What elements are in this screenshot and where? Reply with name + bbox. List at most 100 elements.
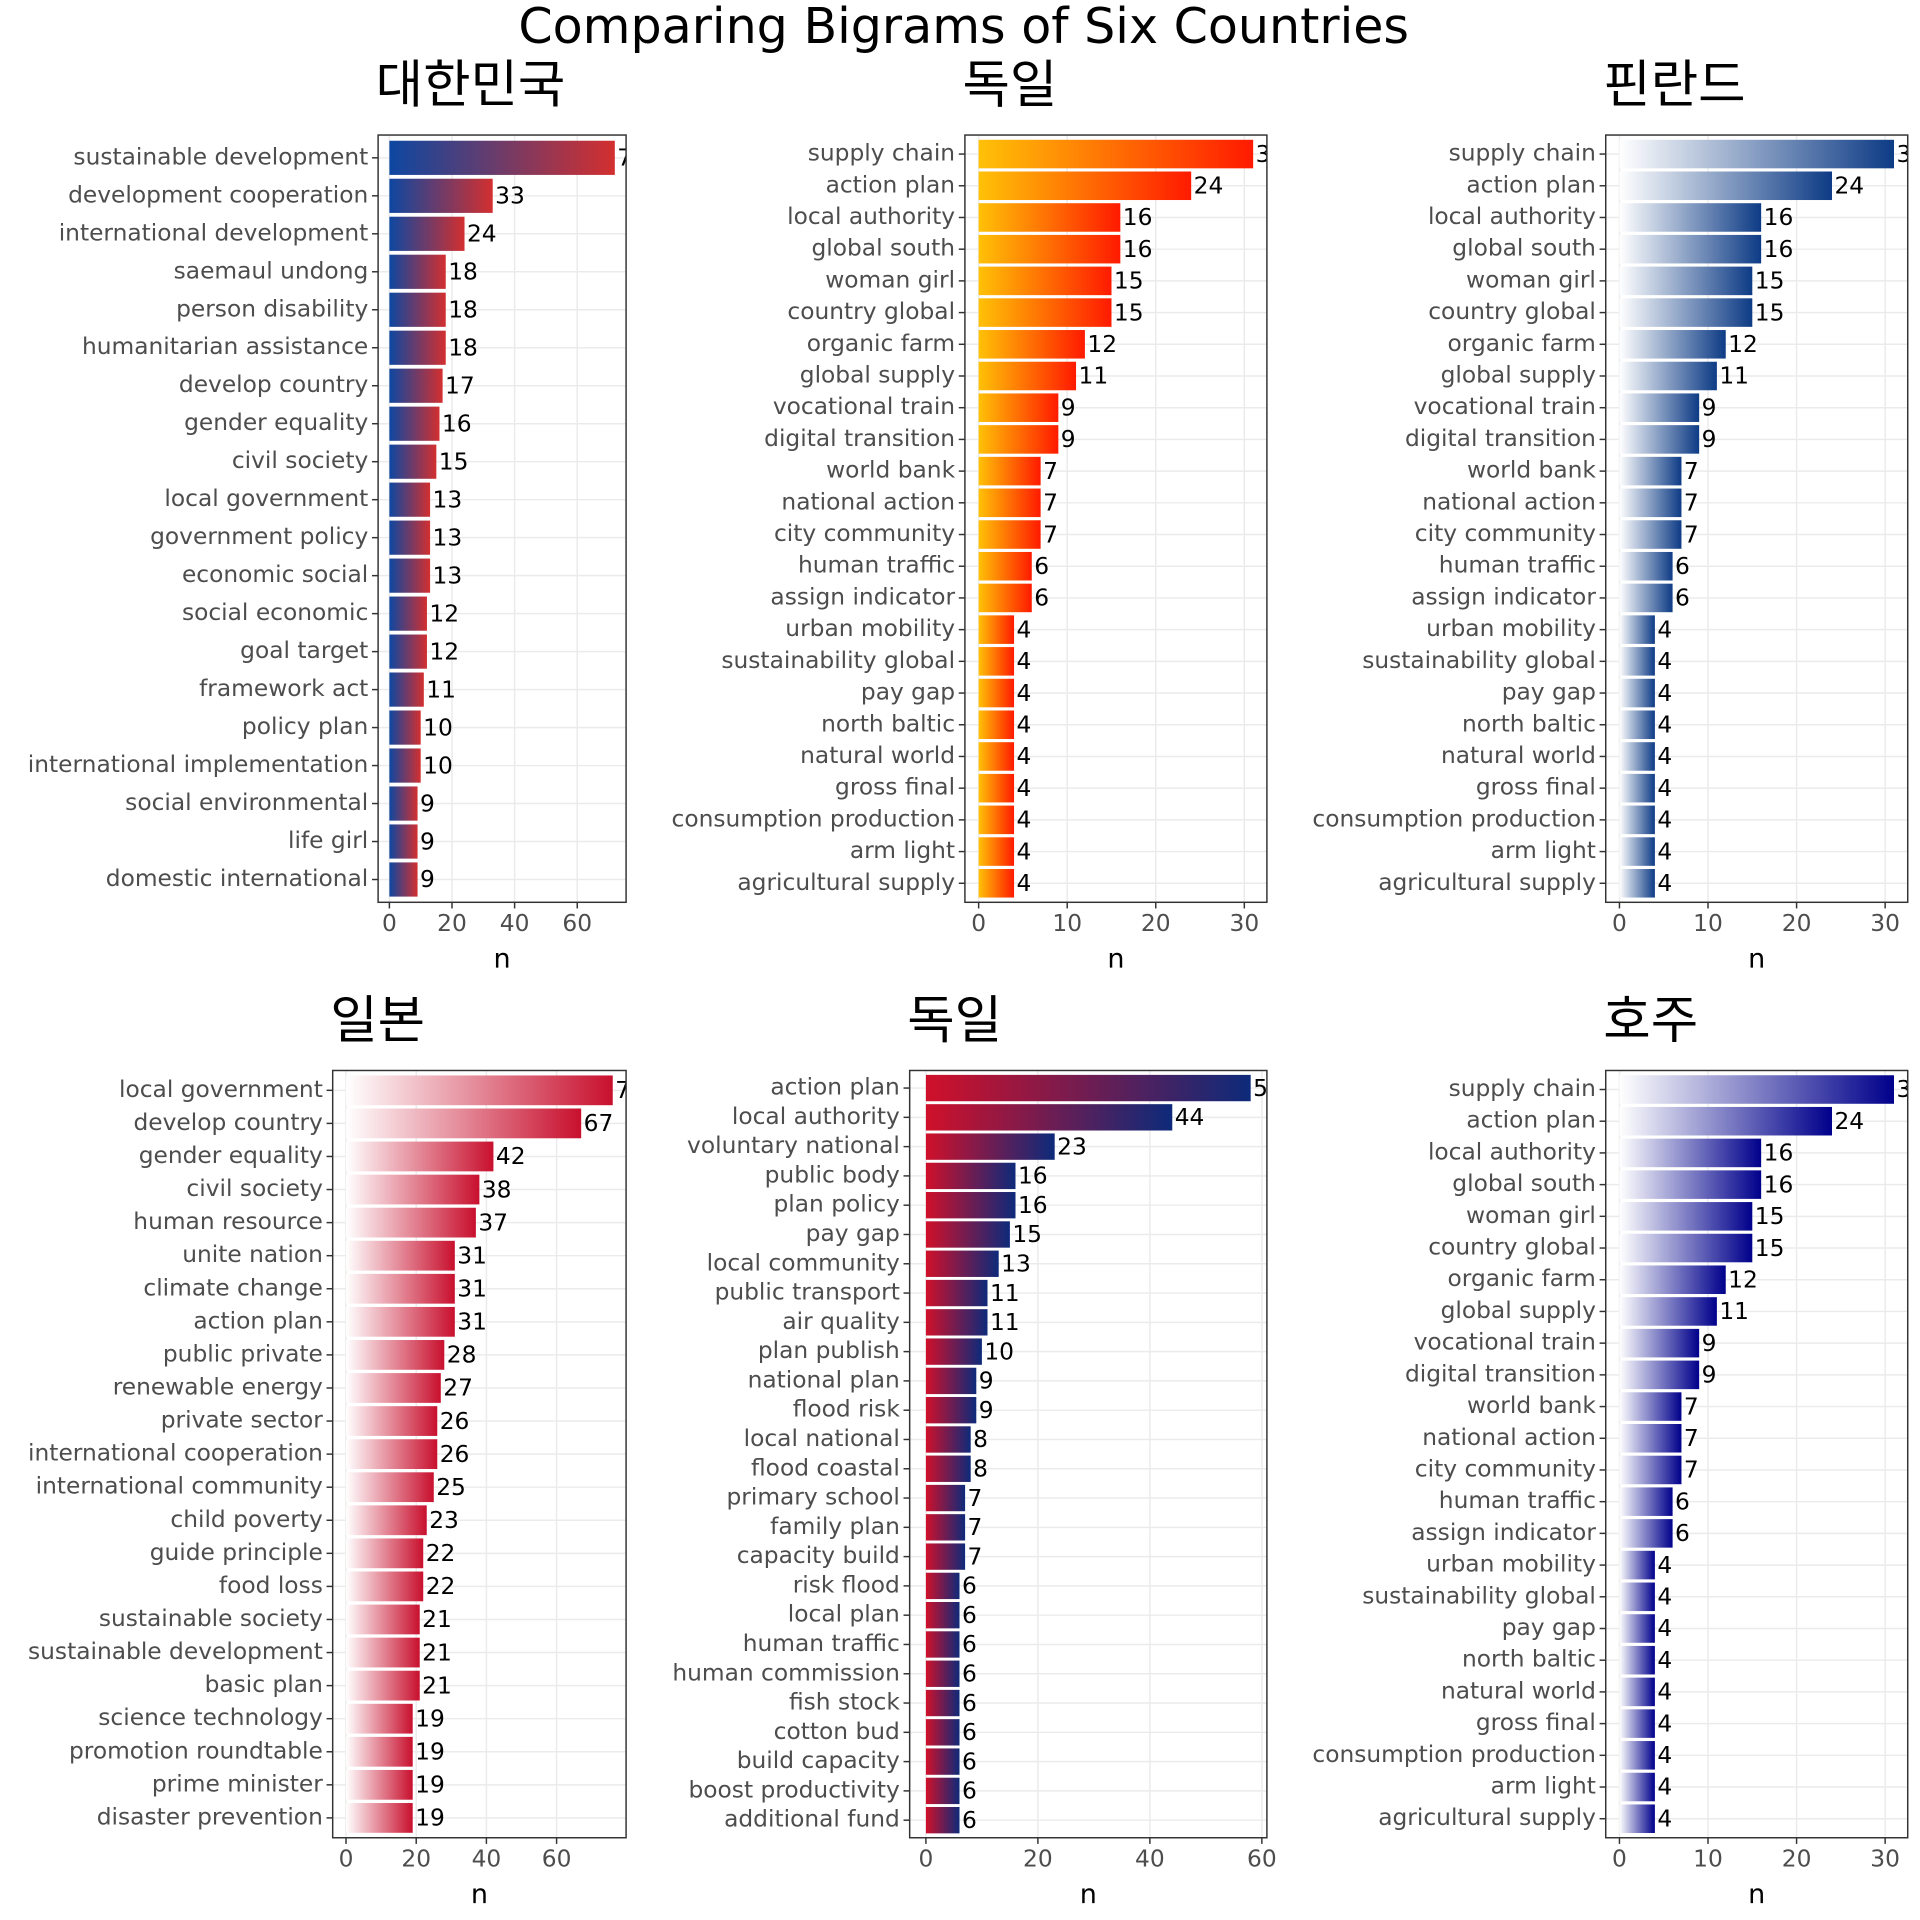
- panel-title: 핀란드: [1603, 55, 1745, 115]
- bar: [925, 1397, 977, 1424]
- y-tick-label: sustainability global: [1362, 1582, 1596, 1609]
- bar: [1619, 1202, 1753, 1231]
- bar: [1619, 1455, 1682, 1485]
- bar: [346, 1472, 434, 1503]
- bar: [925, 1367, 977, 1395]
- y-tick-label: agricultural supply: [737, 869, 955, 896]
- bar: [925, 1689, 960, 1717]
- y-tick-label: human resource: [133, 1208, 323, 1235]
- x-tick-label: 10: [1052, 910, 1082, 937]
- value-label: 31: [1896, 141, 1920, 168]
- value-label: 8: [973, 1455, 988, 1482]
- y-tick-label: natural world: [1441, 742, 1596, 769]
- value-label: 33: [495, 183, 525, 210]
- value-label: 4: [1017, 870, 1032, 897]
- value-label: 4: [1017, 680, 1032, 707]
- y-tick-label: woman girl: [1466, 1202, 1596, 1229]
- y-tick-label: science technology: [98, 1704, 323, 1731]
- value-label: 12: [1728, 1266, 1758, 1293]
- value-label: 7: [1043, 521, 1058, 548]
- bar: [346, 1670, 420, 1701]
- value-label: 4: [1657, 1584, 1672, 1611]
- y-tick-label: food loss: [219, 1572, 323, 1599]
- bar: [389, 444, 437, 479]
- y-tick-label: national action: [781, 488, 955, 515]
- x-axis-label: n: [1080, 1879, 1097, 1910]
- bar: [1619, 520, 1682, 549]
- bar: [1619, 1645, 1655, 1675]
- value-label: 6: [1675, 1488, 1690, 1515]
- bar: [925, 1602, 960, 1629]
- value-label: 4: [1657, 743, 1672, 770]
- value-label: 16: [1018, 1163, 1048, 1190]
- value-label: 7: [1684, 490, 1699, 517]
- value-label: 7: [1684, 1457, 1699, 1484]
- y-tick-label: framework act: [199, 675, 368, 702]
- y-tick-label: economic social: [182, 561, 368, 588]
- bar: [1619, 1106, 1833, 1136]
- bar: [1619, 1519, 1673, 1548]
- y-tick-label: local authority: [1428, 1138, 1596, 1165]
- y-tick-label: supply chain: [1449, 1075, 1596, 1102]
- bar: [1619, 1772, 1655, 1802]
- x-tick-label: 20: [1782, 1845, 1812, 1872]
- bar: [978, 678, 1015, 708]
- bar: [389, 140, 615, 175]
- value-label: 18: [448, 259, 478, 286]
- x-tick-label: 60: [542, 1845, 572, 1872]
- y-tick-label: organic farm: [1448, 1265, 1596, 1292]
- value-label: 4: [1657, 1805, 1672, 1832]
- value-label: 15: [1114, 268, 1144, 295]
- bar: [1619, 678, 1655, 708]
- value-label: 6: [962, 1660, 977, 1687]
- plot-area: 72 33 24 18 18 18 17 16 15 13 13 13 12 12 11 10 10 9 9 9: [389, 140, 626, 897]
- y-tick-label: consumption production: [1312, 805, 1596, 832]
- value-label: 4: [1657, 838, 1672, 865]
- x-tick-label: 30: [1870, 1845, 1900, 1872]
- y-tick-label: national action: [1422, 488, 1596, 515]
- value-label: 9: [420, 828, 435, 855]
- value-label: 31: [1256, 141, 1286, 168]
- value-label: 8: [973, 1426, 988, 1453]
- bar: [1619, 1075, 1894, 1104]
- y-tick-label: local plan: [788, 1601, 900, 1628]
- value-label: 24: [1194, 172, 1224, 199]
- value-label: 13: [433, 486, 463, 513]
- y-tick-label: child poverty: [170, 1506, 323, 1533]
- bar: [978, 361, 1077, 391]
- value-label: 31: [457, 1275, 487, 1302]
- value-label: 25: [436, 1474, 466, 1501]
- panel-title: 대한민국: [376, 55, 566, 115]
- bar: [1619, 425, 1700, 454]
- bar: [1619, 1487, 1673, 1516]
- value-label: 31: [1896, 1076, 1920, 1103]
- y-tick-label: gross final: [835, 774, 955, 801]
- y-tick-label: international development: [59, 219, 369, 246]
- bar: [978, 837, 1015, 866]
- value-label: 16: [1764, 204, 1794, 231]
- y-tick-label: risk flood: [793, 1571, 900, 1598]
- value-label: 19: [415, 1705, 445, 1732]
- y-tick-label: air quality: [782, 1308, 900, 1335]
- bar: [346, 1108, 582, 1139]
- y-tick-label: action plan: [770, 1074, 900, 1101]
- bar: [978, 139, 1254, 169]
- bar: [346, 1207, 476, 1238]
- value-label: 15: [1755, 268, 1785, 295]
- value-label: 4: [1657, 1615, 1672, 1642]
- value-label: 15: [439, 448, 469, 475]
- y-tick-label: person disability: [176, 295, 368, 322]
- value-label: 31: [457, 1309, 487, 1336]
- value-label: 9: [420, 790, 435, 817]
- bar: [389, 178, 493, 213]
- value-label: 26: [440, 1408, 470, 1435]
- value-label: 27: [443, 1375, 473, 1402]
- y-tick-label: flood risk: [793, 1396, 901, 1423]
- value-label: 28: [447, 1342, 477, 1369]
- value-label: 6: [962, 1690, 977, 1717]
- bar: [1619, 742, 1655, 771]
- bar: [1619, 1677, 1655, 1707]
- y-tick-label: boost productivity: [688, 1776, 900, 1803]
- y-tick-label: world bank: [1467, 1392, 1596, 1419]
- y-tick-label: public private: [163, 1340, 323, 1367]
